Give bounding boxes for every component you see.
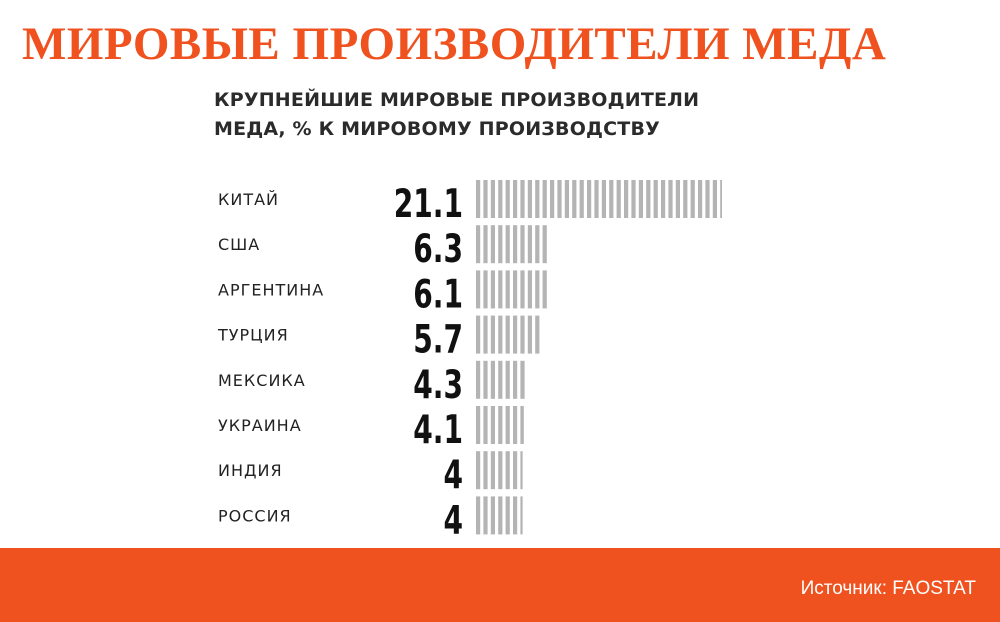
- bar: [476, 270, 547, 309]
- category-label: РОССИЯ: [218, 506, 292, 525]
- value-label: 21.1: [394, 181, 463, 227]
- bar-chart: КИТАЙ 21.1 США 6.3 АРГЕНТИНА 6.1 ТУРЦИЯ 5.7 МЕКС…: [217, 180, 722, 544]
- page-title: МИРОВЫЕ ПРОИЗВОДИТЕЛИ МЕДА: [22, 18, 887, 70]
- bar: [476, 496, 523, 535]
- bar: [476, 225, 547, 264]
- value-label: 4.1: [413, 407, 463, 453]
- bar: [476, 406, 524, 444]
- value-label: 4: [443, 498, 463, 544]
- category-label: США: [218, 235, 260, 254]
- bar: [476, 360, 525, 399]
- bar: [476, 315, 540, 354]
- category-label: МЕКСИКА: [218, 371, 306, 390]
- value-label: 6.1: [413, 272, 463, 318]
- value-label: 6.3: [413, 227, 463, 273]
- category-label: КИТАЙ: [218, 190, 279, 209]
- footer-bar: Источник: FAOSTAT: [0, 548, 1000, 622]
- category-label: АРГЕНТИНА: [218, 280, 324, 299]
- chart-title: КРУПНЕЙШИЕ МИРОВЫЕ ПРОИЗВОДИТЕЛИ МЕДА, %…: [214, 86, 699, 144]
- bar: [476, 451, 523, 490]
- category-label: ИНДИЯ: [218, 461, 283, 480]
- value-label: 5.7: [413, 317, 463, 363]
- value-label: 4.3: [413, 362, 463, 408]
- source-note: Источник: FAOSTAT: [800, 578, 976, 599]
- category-label: УКРАИНА: [218, 416, 302, 435]
- chart-title-line-1: КРУПНЕЙШИЕ МИРОВЫЕ ПРОИЗВОДИТЕЛИ: [214, 89, 700, 111]
- value-label: 4: [443, 453, 463, 499]
- category-label: ТУРЦИЯ: [217, 326, 289, 345]
- chart-title-line-2: МЕДА, % К МИРОВОМУ ПРОИЗВОДСТВУ: [214, 118, 661, 140]
- bar: [476, 180, 722, 218]
